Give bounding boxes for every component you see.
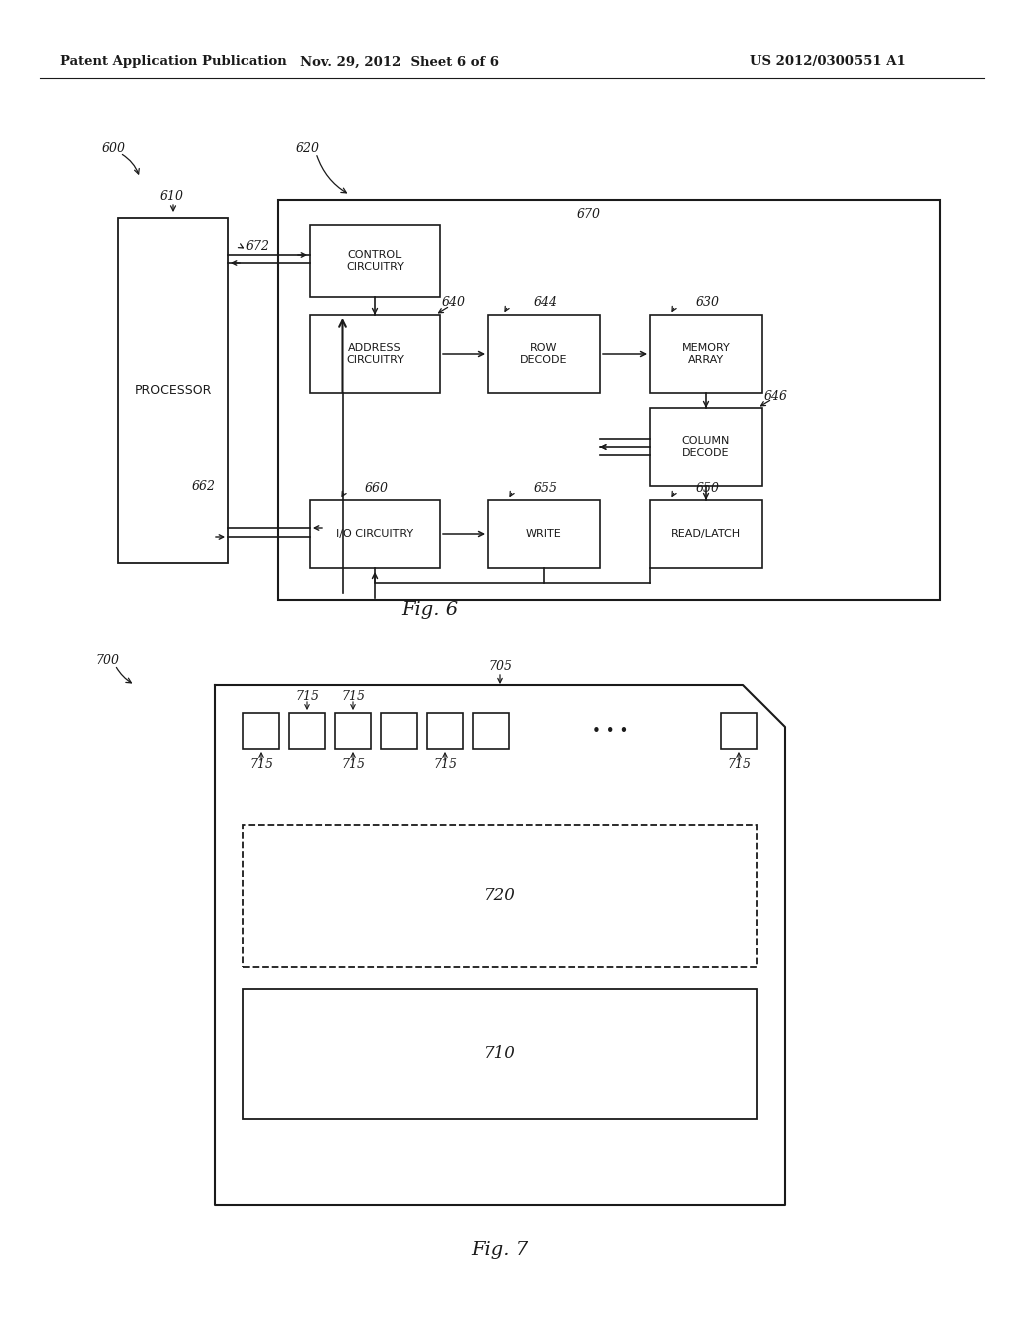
Text: 715: 715 (249, 759, 273, 771)
Text: 710: 710 (484, 1045, 516, 1063)
Bar (310, 224, 440, 297)
Text: 705: 705 (488, 660, 512, 673)
Bar (310, 500, 440, 568)
Text: 646: 646 (764, 389, 788, 403)
Bar (335, 713, 371, 748)
Text: 655: 655 (534, 482, 558, 495)
Bar (650, 315, 762, 393)
Text: COLUMN
DECODE: COLUMN DECODE (682, 436, 730, 458)
Bar (721, 713, 757, 748)
Text: ROW
DECODE: ROW DECODE (520, 343, 567, 364)
Text: 660: 660 (365, 482, 389, 495)
Text: READ/LATCH: READ/LATCH (671, 529, 741, 539)
Bar (381, 713, 417, 748)
Bar (488, 315, 600, 393)
Text: MEMORY
ARRAY: MEMORY ARRAY (682, 343, 730, 364)
Text: 650: 650 (696, 482, 720, 495)
Text: US 2012/0300551 A1: US 2012/0300551 A1 (750, 55, 906, 69)
Text: 700: 700 (95, 653, 119, 667)
Text: 715: 715 (341, 759, 365, 771)
Text: 715: 715 (727, 759, 751, 771)
Text: 662: 662 (193, 480, 216, 494)
Text: Nov. 29, 2012  Sheet 6 of 6: Nov. 29, 2012 Sheet 6 of 6 (300, 55, 500, 69)
Bar (289, 713, 325, 748)
Text: 670: 670 (577, 207, 601, 220)
Bar (488, 500, 600, 568)
Bar (243, 989, 757, 1119)
Text: Patent Application Publication: Patent Application Publication (60, 55, 287, 69)
Text: 715: 715 (433, 759, 457, 771)
Text: Fig. 6: Fig. 6 (401, 601, 459, 619)
Text: 600: 600 (102, 141, 126, 154)
Bar (243, 825, 757, 968)
Bar (118, 218, 228, 564)
Text: 720: 720 (484, 887, 516, 904)
Text: 715: 715 (341, 690, 365, 704)
Text: CONTROL
CIRCUITRY: CONTROL CIRCUITRY (346, 251, 403, 272)
Bar (473, 713, 509, 748)
Bar (650, 408, 762, 486)
Text: 640: 640 (442, 297, 466, 309)
Bar (650, 500, 762, 568)
Text: 715: 715 (295, 690, 319, 704)
Text: I/O CIRCUITRY: I/O CIRCUITRY (337, 529, 414, 539)
Bar (278, 201, 940, 601)
Text: 644: 644 (534, 297, 558, 309)
Text: 620: 620 (296, 141, 319, 154)
Text: 610: 610 (160, 190, 184, 203)
Bar (310, 315, 440, 393)
Text: 630: 630 (696, 297, 720, 309)
Bar (427, 713, 463, 748)
Text: 672: 672 (246, 239, 270, 252)
Text: PROCESSOR: PROCESSOR (134, 384, 212, 397)
Text: WRITE: WRITE (526, 529, 562, 539)
Text: • • •: • • • (592, 723, 628, 738)
Bar (243, 713, 279, 748)
Text: Fig. 7: Fig. 7 (471, 1241, 528, 1259)
Text: ADDRESS
CIRCUITRY: ADDRESS CIRCUITRY (346, 343, 403, 364)
